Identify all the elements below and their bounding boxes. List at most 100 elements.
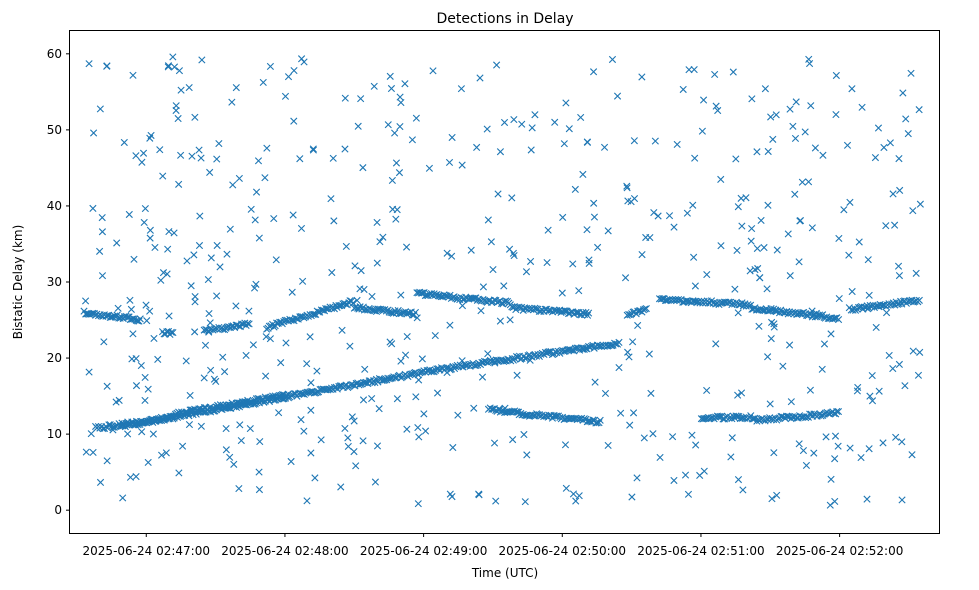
data-point <box>116 314 124 322</box>
data-point <box>342 242 350 251</box>
data-point <box>124 430 132 438</box>
data-point <box>335 302 343 310</box>
data-point <box>376 238 384 246</box>
data-point <box>543 258 551 267</box>
data-point <box>393 395 401 403</box>
data-point <box>478 373 487 381</box>
data-point <box>733 246 741 255</box>
data-point <box>85 60 93 68</box>
data-point <box>356 285 364 293</box>
data-point <box>307 406 315 414</box>
data-point <box>314 308 322 316</box>
data-point <box>508 194 516 202</box>
data-point <box>500 118 509 127</box>
data-point <box>565 125 573 133</box>
data-point <box>159 415 167 424</box>
data-point <box>909 207 917 215</box>
data-point <box>352 462 360 470</box>
data-point <box>757 216 765 225</box>
y-tick-label: 40 <box>47 199 62 213</box>
data-point <box>448 133 456 142</box>
data-point <box>195 146 203 154</box>
data-point <box>569 415 577 423</box>
data-point <box>886 139 894 147</box>
data-point <box>313 367 321 375</box>
data-point <box>831 497 839 506</box>
data-point <box>805 59 814 68</box>
data-point <box>773 491 781 499</box>
data-point <box>170 63 179 71</box>
data-point <box>296 313 304 321</box>
data-point <box>96 247 104 255</box>
data-point <box>834 315 843 324</box>
data-point <box>784 230 792 238</box>
data-point <box>188 152 196 160</box>
data-point <box>898 496 906 504</box>
data-point <box>473 143 481 151</box>
data-point <box>290 66 298 75</box>
data-point <box>232 302 240 310</box>
data-point <box>763 285 771 293</box>
data-point <box>784 310 792 318</box>
data-point <box>523 451 531 459</box>
y-tick-label: 0 <box>54 503 62 517</box>
data-point <box>297 416 305 424</box>
data-point <box>630 137 638 145</box>
data-point <box>902 115 910 123</box>
data-point <box>501 404 509 412</box>
y-tick-label: 10 <box>47 427 62 441</box>
data-point <box>830 314 838 322</box>
data-point <box>577 113 585 121</box>
data-point <box>201 341 210 349</box>
data-point <box>714 106 722 115</box>
data-point <box>691 282 699 290</box>
data-point <box>479 283 488 291</box>
data-point <box>288 288 296 296</box>
data-point <box>346 342 354 350</box>
data-point <box>459 296 468 304</box>
data-point <box>613 92 622 100</box>
data-point <box>717 175 725 183</box>
data-point <box>311 474 319 482</box>
data-point <box>126 296 134 304</box>
data-point <box>531 111 539 119</box>
data-point <box>82 448 90 456</box>
data-point <box>700 414 708 423</box>
data-point <box>494 190 502 198</box>
data-point <box>239 398 248 406</box>
data-point <box>864 305 872 313</box>
data-point <box>401 80 409 88</box>
data-point <box>221 368 229 376</box>
data-point <box>528 124 536 132</box>
data-point <box>139 419 148 427</box>
data-point <box>251 216 259 224</box>
data-point <box>520 430 528 439</box>
data-point <box>213 241 221 250</box>
data-point <box>843 141 852 149</box>
data-point <box>421 291 429 300</box>
data-point <box>127 305 135 313</box>
y-tick-label: 30 <box>47 275 62 289</box>
data-point <box>266 62 274 70</box>
data-point <box>571 344 579 352</box>
data-point <box>496 148 505 156</box>
data-point <box>640 434 648 442</box>
data-point <box>165 312 173 320</box>
data-point <box>350 448 358 456</box>
data-point <box>357 95 365 103</box>
data-point <box>808 307 816 315</box>
data-point <box>684 490 693 498</box>
data-point <box>141 373 149 382</box>
data-point <box>791 134 800 142</box>
data-point <box>245 320 253 328</box>
data-point <box>583 226 591 234</box>
data-point <box>425 164 434 172</box>
data-point <box>329 154 337 162</box>
data-point <box>341 145 349 153</box>
data-point <box>490 439 499 447</box>
data-point <box>904 297 912 305</box>
data-point <box>303 497 311 505</box>
data-point <box>198 56 206 64</box>
data-point <box>250 284 259 292</box>
data-point <box>907 69 915 77</box>
